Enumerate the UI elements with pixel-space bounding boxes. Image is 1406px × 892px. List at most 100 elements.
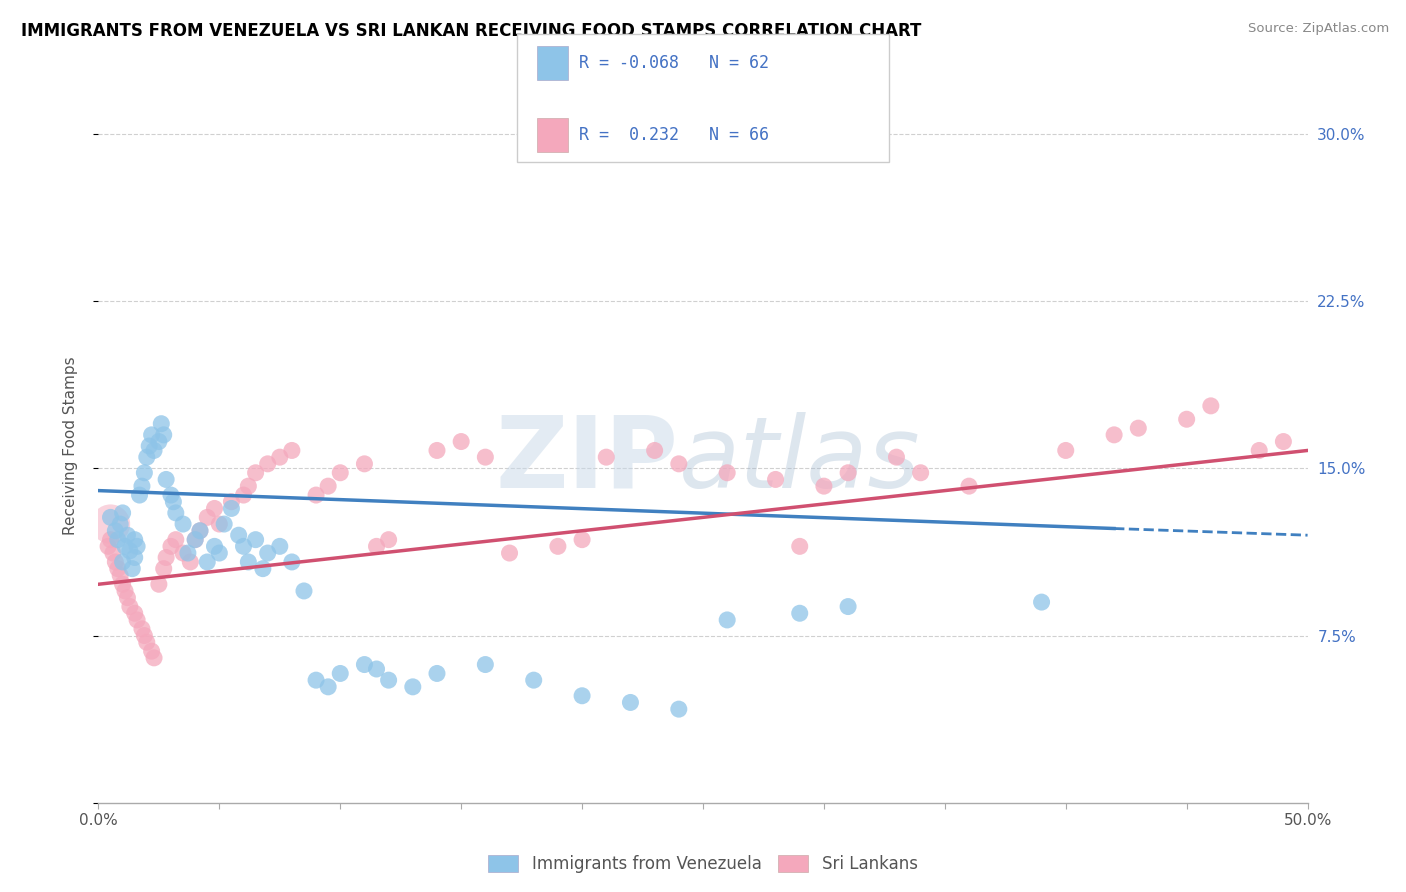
Text: R =  0.232   N = 66: R = 0.232 N = 66	[579, 126, 769, 144]
Point	[221, 494, 243, 508]
Point	[160, 488, 183, 502]
Point	[134, 466, 156, 480]
Point	[595, 450, 617, 464]
Point	[292, 583, 315, 598]
Point	[366, 539, 388, 553]
Point	[474, 657, 496, 672]
Point	[188, 524, 211, 538]
Point	[208, 546, 231, 560]
Point	[184, 533, 207, 547]
Point	[117, 528, 139, 542]
Point	[172, 546, 194, 560]
Point	[97, 539, 120, 553]
Point	[155, 550, 177, 565]
Text: atlas: atlas	[679, 412, 921, 508]
Point	[377, 533, 399, 547]
Legend: Immigrants from Venezuela, Sri Lankans: Immigrants from Venezuela, Sri Lankans	[488, 855, 918, 873]
Point	[571, 689, 593, 703]
Point	[148, 434, 170, 449]
Point	[523, 673, 546, 687]
Text: ZIP: ZIP	[496, 412, 679, 508]
Point	[124, 607, 146, 621]
Point	[117, 591, 139, 605]
Point	[1272, 434, 1295, 449]
Point	[165, 506, 187, 520]
Point	[316, 680, 339, 694]
Point	[107, 533, 129, 547]
Point	[179, 555, 201, 569]
Point	[150, 417, 173, 431]
Point	[252, 562, 274, 576]
Point	[152, 562, 174, 576]
Point	[1031, 595, 1053, 609]
Text: IMMIGRANTS FROM VENEZUELA VS SRI LANKAN RECEIVING FOOD STAMPS CORRELATION CHART: IMMIGRANTS FROM VENEZUELA VS SRI LANKAN …	[21, 22, 921, 40]
Point	[668, 702, 690, 716]
Point	[837, 466, 859, 480]
Point	[644, 443, 666, 458]
Point	[131, 622, 153, 636]
Point	[188, 524, 211, 538]
Point	[111, 555, 134, 569]
Point	[305, 488, 328, 502]
Point	[138, 439, 160, 453]
Point	[716, 466, 738, 480]
Point	[1175, 412, 1198, 426]
Point	[104, 555, 127, 569]
Point	[100, 516, 122, 531]
Point	[547, 539, 569, 553]
Point	[172, 516, 194, 531]
Point	[1102, 427, 1125, 442]
Point	[204, 501, 226, 516]
Point	[127, 539, 149, 553]
Point	[195, 510, 218, 524]
Point	[107, 562, 129, 576]
Point	[177, 546, 200, 560]
Point	[141, 427, 163, 442]
Point	[474, 450, 496, 464]
Point	[910, 466, 932, 480]
Point	[208, 516, 231, 531]
Point	[238, 479, 260, 493]
Point	[668, 457, 690, 471]
Point	[232, 539, 254, 553]
Point	[114, 539, 136, 553]
Point	[111, 577, 134, 591]
Point	[141, 644, 163, 658]
Point	[131, 479, 153, 493]
Point	[789, 607, 811, 621]
Y-axis label: Receiving Food Stamps: Receiving Food Stamps	[63, 357, 77, 535]
Point	[837, 599, 859, 614]
Point	[100, 510, 122, 524]
Point	[134, 628, 156, 642]
Point	[353, 657, 375, 672]
Point	[221, 501, 243, 516]
Point	[305, 673, 328, 687]
Point	[619, 696, 641, 710]
Point	[886, 450, 908, 464]
Point	[957, 479, 980, 493]
Point	[111, 506, 134, 520]
Point	[160, 539, 183, 553]
Point	[204, 539, 226, 553]
Point	[184, 533, 207, 547]
Point	[127, 613, 149, 627]
Point	[1128, 421, 1150, 435]
Point	[148, 577, 170, 591]
Point	[232, 488, 254, 502]
Point	[228, 528, 250, 542]
Point	[353, 457, 375, 471]
Point	[329, 466, 352, 480]
Point	[245, 466, 267, 480]
Point	[124, 533, 146, 547]
Point	[316, 479, 339, 493]
Point	[377, 673, 399, 687]
Point	[118, 599, 141, 614]
Point	[1249, 443, 1271, 458]
Point	[128, 488, 150, 502]
Point	[269, 539, 291, 553]
Point	[195, 555, 218, 569]
Point	[104, 524, 127, 538]
Point	[450, 434, 472, 449]
Point	[108, 568, 131, 582]
Point	[765, 473, 787, 487]
